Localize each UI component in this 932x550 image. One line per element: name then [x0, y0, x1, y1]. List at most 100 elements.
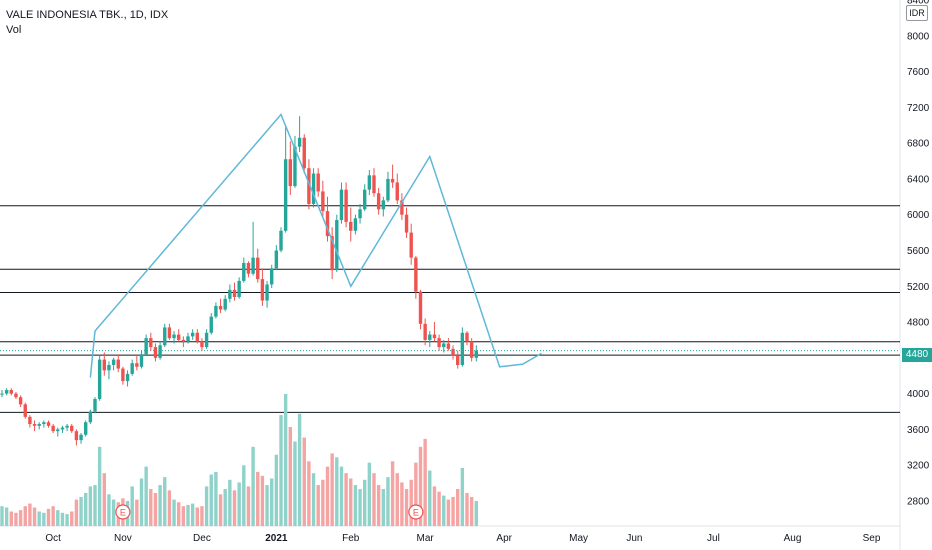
x-tick-label: Dec — [193, 533, 211, 544]
candle-body — [446, 343, 451, 349]
candle-body — [9, 390, 13, 394]
candle-body — [344, 189, 348, 222]
candle-body — [363, 189, 367, 210]
candle-body — [23, 404, 27, 417]
candle-body — [242, 263, 246, 281]
candle-body — [181, 339, 186, 342]
volume-bar — [0, 506, 4, 526]
candle-body — [149, 338, 153, 348]
volume-bar — [409, 479, 413, 526]
volume-bar — [428, 470, 432, 526]
candle-body — [349, 221, 353, 231]
last-price-label: 4480 — [902, 348, 932, 362]
candle-body — [116, 359, 120, 369]
candle-body — [414, 257, 418, 292]
currency-button[interactable]: IDR — [906, 5, 928, 21]
candle-body — [28, 416, 32, 425]
volume-bar — [270, 478, 274, 526]
candle-body — [409, 232, 413, 258]
volume-bar — [9, 511, 13, 526]
volume-bar — [242, 465, 246, 526]
volume-bar — [107, 494, 111, 526]
volume-bar — [335, 457, 339, 526]
y-tick-label: 3200 — [907, 461, 930, 472]
volume-bar — [404, 489, 409, 526]
candle-body — [376, 193, 381, 210]
volume-bar — [372, 473, 376, 526]
volume-bar — [139, 478, 144, 526]
earnings-marker — [408, 504, 424, 520]
candle-body — [51, 425, 55, 432]
candle-body — [4, 390, 9, 394]
candle-body — [251, 257, 255, 274]
candle-body — [274, 250, 279, 269]
volume-bar — [279, 415, 283, 526]
volume-bar — [400, 482, 404, 526]
volume-bar — [349, 478, 353, 526]
volume-bar — [158, 485, 162, 526]
candle-body — [381, 200, 385, 210]
volume-bar — [130, 486, 134, 526]
candle-body — [367, 175, 372, 190]
candle-body — [121, 368, 125, 382]
candle-body — [330, 236, 334, 271]
candle-body — [451, 348, 455, 357]
volume-bar — [209, 474, 213, 526]
candle-body — [279, 230, 283, 251]
candle-body — [372, 175, 376, 194]
candle-body — [14, 393, 18, 398]
candle-body — [283, 159, 288, 231]
candle-body — [111, 359, 116, 365]
candle-body — [88, 411, 93, 423]
volume-bar — [70, 511, 74, 526]
candle-body — [37, 424, 41, 426]
candle-body — [139, 354, 144, 367]
volume-bar — [307, 461, 311, 526]
volume-bar — [442, 495, 446, 526]
candle-body — [437, 338, 441, 348]
volume-bar — [437, 491, 441, 526]
volume-bar — [190, 503, 195, 526]
x-tick-label: Jun — [626, 533, 642, 544]
candle-body — [204, 332, 209, 348]
volume-bar — [223, 489, 227, 526]
candle-body — [177, 334, 181, 340]
candle-body — [321, 191, 325, 212]
volume-bar — [172, 499, 176, 526]
y-tick-label: 5200 — [907, 282, 930, 293]
volume-bar — [218, 494, 223, 526]
volume-bar — [456, 489, 460, 526]
volume-bar — [228, 479, 232, 526]
volume-bar — [414, 462, 418, 526]
volume-bar — [186, 504, 190, 526]
symbol-title: VALE INDONESIA TBK., 1D, IDX — [6, 9, 169, 21]
volume-bar — [42, 512, 46, 526]
y-tick-label: 4000 — [907, 389, 930, 400]
y-tick-label: 8000 — [907, 31, 930, 42]
volume-bar — [195, 507, 199, 526]
candle-body — [256, 257, 260, 280]
chart-legend: VALE INDONESIA TBK., 1D, IDX Vol — [6, 8, 168, 38]
volume-bar — [200, 506, 204, 526]
candle-body — [228, 289, 232, 299]
volume-bar — [358, 489, 362, 526]
candle-body — [400, 200, 404, 215]
volume-bar — [214, 471, 218, 526]
candle-body — [0, 393, 4, 395]
volume-bar — [293, 441, 297, 526]
candle-body — [335, 220, 339, 271]
volume-bar — [311, 473, 316, 526]
candle-body — [223, 298, 227, 310]
candle-body — [270, 268, 274, 285]
volume-bar — [51, 506, 55, 526]
candle-body — [186, 336, 190, 342]
x-tick-label: Oct — [45, 533, 61, 544]
earnings-marker-label: E — [413, 508, 419, 518]
volume-bar — [316, 485, 320, 526]
volume-bar — [102, 473, 106, 526]
volume-bar — [330, 453, 334, 526]
volume-bar — [84, 493, 88, 526]
volume-bar — [297, 413, 302, 526]
candle-body — [237, 280, 241, 297]
